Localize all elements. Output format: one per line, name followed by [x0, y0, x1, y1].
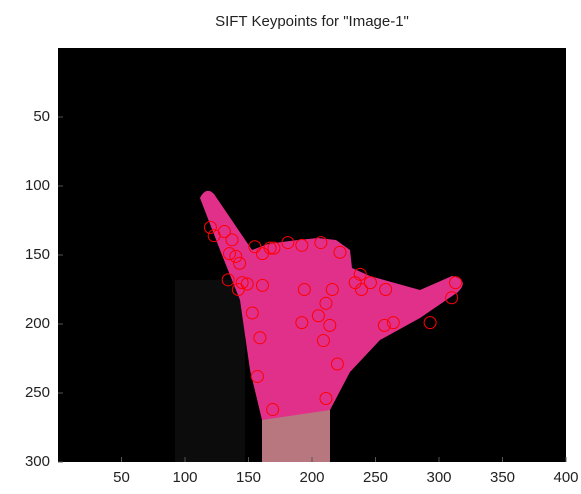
- chart-title: SIFT Keypoints for "Image-1": [215, 13, 409, 30]
- x-tick-label: 50: [113, 469, 130, 486]
- y-tick-label: 250: [25, 384, 50, 401]
- x-tick-label: 150: [236, 469, 261, 486]
- y-tick-label: 100: [25, 177, 50, 194]
- y-tick-label: 200: [25, 315, 50, 332]
- chart: SIFT Keypoints for "Image-1" 50 100 150 200…: [0, 0, 581, 494]
- x-tick-label: 300: [426, 469, 451, 486]
- x-tick-label: 350: [490, 469, 515, 486]
- y-tick-label: 300: [25, 453, 50, 470]
- x-tick-label: 200: [299, 469, 324, 486]
- y-tick-label: 150: [25, 246, 50, 263]
- x-tick-label: 400: [553, 469, 578, 486]
- x-tick-label: 100: [172, 469, 197, 486]
- y-tick-label: 50: [33, 108, 50, 125]
- x-tick-label: 250: [363, 469, 388, 486]
- image-shadow: [175, 280, 245, 462]
